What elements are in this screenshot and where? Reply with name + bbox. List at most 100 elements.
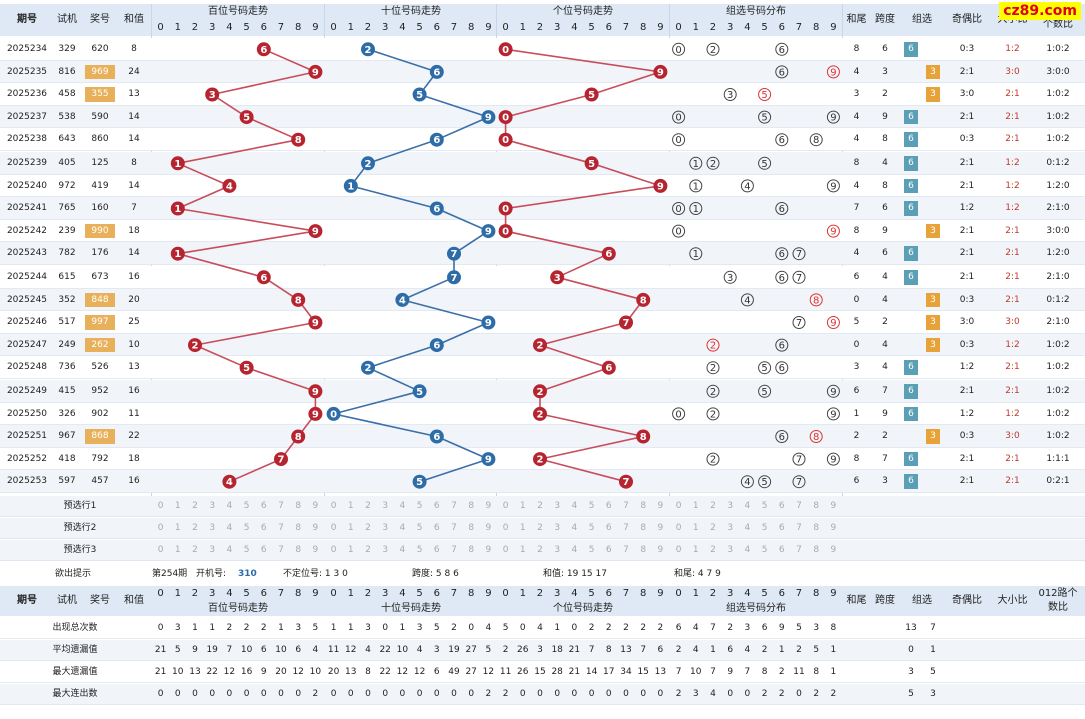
- preselect-digit[interactable]: 1: [692, 523, 699, 533]
- preselect-digit[interactable]: 0: [330, 523, 337, 533]
- preselect-digit[interactable]: 2: [537, 501, 543, 511]
- preselect-digit[interactable]: 4: [744, 545, 751, 555]
- preselect-digit[interactable]: 1: [519, 501, 526, 511]
- preselect-digit[interactable]: 0: [675, 545, 682, 555]
- preselect-digit[interactable]: 3: [382, 501, 389, 511]
- preselect-digit[interactable]: 2: [365, 545, 371, 555]
- preselect-digit[interactable]: 7: [623, 523, 629, 533]
- preselect-digit[interactable]: 5: [243, 523, 250, 533]
- preselect-digit[interactable]: 9: [657, 545, 664, 555]
- preselect-digit[interactable]: 7: [278, 545, 284, 555]
- preselect-digit[interactable]: 7: [623, 501, 629, 511]
- preselect-digit[interactable]: 0: [157, 523, 164, 533]
- preselect-digit[interactable]: 1: [347, 545, 354, 555]
- preselect-digit[interactable]: 7: [451, 523, 457, 533]
- preselect-digit[interactable]: 4: [226, 523, 233, 533]
- preselect-digit[interactable]: 8: [640, 523, 647, 533]
- preselect-digit[interactable]: 5: [416, 501, 423, 511]
- preselect-digit[interactable]: 8: [295, 523, 302, 533]
- preselect-digit[interactable]: 8: [468, 545, 475, 555]
- preselect-digit[interactable]: 2: [365, 523, 371, 533]
- preselect-digit[interactable]: 1: [519, 545, 526, 555]
- preselect-digit[interactable]: 0: [330, 545, 337, 555]
- preselect-digit[interactable]: 3: [382, 523, 389, 533]
- preselect-digit[interactable]: 6: [433, 501, 440, 511]
- preselect-digit[interactable]: 5: [761, 545, 768, 555]
- preselect-digit[interactable]: 5: [588, 501, 595, 511]
- preselect-digit[interactable]: 3: [727, 501, 734, 511]
- site-logo[interactable]: cz89.com: [999, 2, 1081, 20]
- preselect-digit[interactable]: 7: [623, 545, 629, 555]
- preselect-digit[interactable]: 7: [451, 501, 457, 511]
- preselect-digit[interactable]: 9: [312, 501, 319, 511]
- preselect-digit[interactable]: 3: [727, 523, 734, 533]
- preselect-digit[interactable]: 2: [365, 501, 371, 511]
- preselect-digit[interactable]: 6: [778, 523, 785, 533]
- preselect-digit[interactable]: 7: [278, 523, 284, 533]
- preselect-digit[interactable]: 4: [571, 501, 578, 511]
- preselect-digit[interactable]: 5: [588, 545, 595, 555]
- preselect-digit[interactable]: 4: [226, 545, 233, 555]
- preselect-digit[interactable]: 6: [778, 545, 785, 555]
- preselect-digit[interactable]: 4: [399, 501, 406, 511]
- preselect-digit[interactable]: 9: [485, 545, 492, 555]
- preselect-digit[interactable]: 8: [813, 545, 820, 555]
- preselect-digit[interactable]: 4: [571, 523, 578, 533]
- preselect-digit[interactable]: 2: [537, 545, 543, 555]
- preselect-digit[interactable]: 9: [485, 501, 492, 511]
- preselect-digit[interactable]: 2: [192, 501, 198, 511]
- preselect-digit[interactable]: 3: [382, 545, 389, 555]
- preselect-digit[interactable]: 5: [243, 501, 250, 511]
- preselect-digit[interactable]: 4: [744, 523, 751, 533]
- preselect-digit[interactable]: 7: [796, 501, 802, 511]
- preselect-digit[interactable]: 6: [605, 523, 612, 533]
- preselect-digit[interactable]: 8: [640, 545, 647, 555]
- preselect-digit[interactable]: 4: [744, 501, 751, 511]
- preselect-digit[interactable]: 3: [554, 501, 561, 511]
- preselect-digit[interactable]: 6: [260, 501, 267, 511]
- preselect-digit[interactable]: 3: [209, 523, 216, 533]
- preselect-digit[interactable]: 5: [588, 523, 595, 533]
- preselect-digit[interactable]: 4: [399, 523, 406, 533]
- preselect-digit[interactable]: 7: [451, 545, 457, 555]
- preselect-digit[interactable]: 5: [761, 523, 768, 533]
- preselect-digit[interactable]: 5: [761, 501, 768, 511]
- preselect-digit[interactable]: 9: [830, 523, 837, 533]
- preselect-digit[interactable]: 3: [209, 545, 216, 555]
- preselect-digit[interactable]: 7: [796, 545, 802, 555]
- preselect-digit[interactable]: 9: [657, 501, 664, 511]
- preselect-digit[interactable]: 8: [468, 501, 475, 511]
- preselect-digit[interactable]: 7: [278, 501, 284, 511]
- preselect-digit[interactable]: 2: [537, 523, 543, 533]
- preselect-digit[interactable]: 5: [416, 545, 423, 555]
- preselect-digit[interactable]: 3: [554, 523, 561, 533]
- preselect-digit[interactable]: 0: [502, 545, 509, 555]
- preselect-digit[interactable]: 3: [209, 501, 216, 511]
- preselect-digit[interactable]: 9: [830, 545, 837, 555]
- preselect-digit[interactable]: 9: [312, 523, 319, 533]
- preselect-digit[interactable]: 8: [640, 501, 647, 511]
- preselect-digit[interactable]: 0: [330, 501, 337, 511]
- preselect-digit[interactable]: 6: [778, 501, 785, 511]
- preselect-digit[interactable]: 8: [295, 501, 302, 511]
- preselect-digit[interactable]: 1: [692, 501, 699, 511]
- preselect-digit[interactable]: 6: [260, 545, 267, 555]
- preselect-digit[interactable]: 6: [433, 523, 440, 533]
- preselect-digit[interactable]: 1: [692, 545, 699, 555]
- preselect-digit[interactable]: 2: [710, 523, 716, 533]
- preselect-digit[interactable]: 9: [485, 523, 492, 533]
- preselect-digit[interactable]: 4: [226, 501, 233, 511]
- preselect-digit[interactable]: 6: [433, 545, 440, 555]
- preselect-digit[interactable]: 9: [312, 545, 319, 555]
- preselect-digit[interactable]: 6: [605, 501, 612, 511]
- preselect-digit[interactable]: 2: [192, 523, 198, 533]
- preselect-digit[interactable]: 0: [675, 501, 682, 511]
- preselect-digit[interactable]: 2: [192, 545, 198, 555]
- preselect-digit[interactable]: 8: [813, 501, 820, 511]
- preselect-digit[interactable]: 6: [605, 545, 612, 555]
- preselect-digit[interactable]: 1: [174, 545, 181, 555]
- preselect-digit[interactable]: 0: [502, 501, 509, 511]
- preselect-digit[interactable]: 7: [796, 523, 802, 533]
- preselect-digit[interactable]: 0: [157, 545, 164, 555]
- preselect-digit[interactable]: 0: [675, 523, 682, 533]
